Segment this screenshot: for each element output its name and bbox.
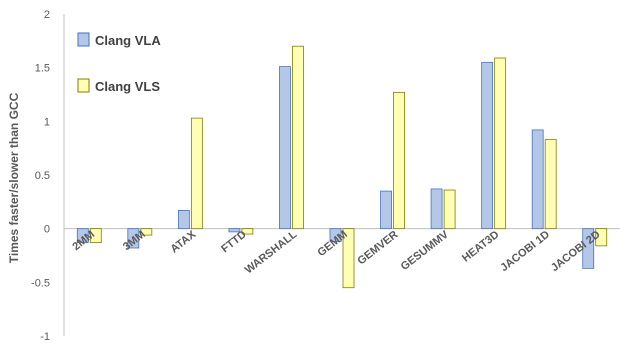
x-category-label: ATAX: [169, 228, 199, 255]
bar-clang-vla: [76, 228, 89, 244]
y-tick-label: 2: [44, 9, 50, 21]
x-category-label: HEAT3D: [460, 229, 501, 265]
y-tick-label: -0.5: [31, 277, 50, 289]
legend-label-clang-vls: Clang VLS: [95, 79, 160, 94]
y-tick-label: 1: [44, 116, 50, 128]
bar-clang-vla: [430, 188, 443, 230]
bar-clang-vls: [393, 91, 405, 230]
bar-clang-vla: [279, 66, 291, 230]
bar-clang-vls: [595, 228, 608, 247]
bar-clang-vls: [342, 228, 355, 289]
legend-label-clang-vla: Clang VLA: [95, 33, 161, 48]
bar-clang-vla: [582, 228, 595, 269]
y-tick-label: -1: [40, 331, 50, 343]
bar-clang-vls: [494, 57, 507, 230]
y-tick-labels: -1 -0.5 0 0.5 1 1.5 2: [31, 9, 50, 343]
x-category-label: WARSHALL: [243, 228, 300, 276]
bar-clang-vla: [531, 129, 544, 230]
x-category-label: GEMVER: [355, 229, 400, 268]
bar-clang-vla: [228, 228, 241, 233]
bar-clang-vls: [89, 228, 102, 244]
bar-clang-vls: [443, 189, 456, 230]
bar-clang-vls: [544, 139, 557, 230]
bar-clang-vls: [190, 117, 203, 230]
legend-swatch-clang-vls: [77, 78, 90, 93]
y-tick-label: 0: [44, 224, 50, 236]
bar-clang-vla: [380, 190, 392, 230]
bar-clang-vla: [127, 228, 140, 249]
x-category-label: JACOBI 1D: [498, 229, 552, 275]
y-axis-title: Times faster/slower than GCC: [7, 92, 21, 263]
x-category-label: FTTD: [219, 229, 249, 256]
y-tick-label: 0.5: [35, 170, 50, 182]
bar-clang-vla: [329, 228, 342, 242]
bar-clang-vls: [140, 228, 153, 236]
legend: Clang VLA Clang VLS: [77, 32, 161, 94]
legend-swatch-clang-vla: [77, 32, 90, 47]
bars: [76, 45, 608, 289]
bar-clang-vla: [481, 61, 494, 230]
x-category-label: GESUMMV: [399, 228, 452, 273]
bar-clang-vls: [241, 228, 254, 235]
bar-clang-vls: [292, 45, 304, 230]
y-tick-label: 1.5: [35, 63, 50, 75]
x-category-label: JACOBI 2D: [549, 229, 603, 275]
bar-clang-vla: [177, 210, 190, 230]
